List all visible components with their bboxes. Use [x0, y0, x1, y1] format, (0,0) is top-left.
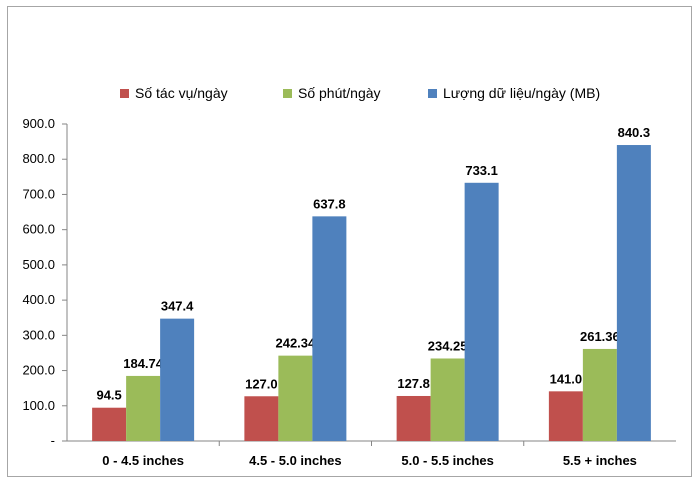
bar	[616, 145, 651, 442]
bars: 94.5 184.74 347.4 127.0 242.34 637.8 127.8 234.…	[92, 125, 651, 442]
bar	[278, 355, 313, 441]
legend-swatch	[120, 89, 129, 98]
bar	[548, 391, 583, 441]
legend-label: Số phút/ngày	[298, 85, 381, 101]
data-label: 94.5	[96, 388, 121, 403]
y-tick-label: 200.0	[22, 363, 55, 378]
y-tick-label: 600.0	[22, 222, 55, 237]
legend-label: Lượng dữ liệu/ngày (MB)	[443, 85, 600, 101]
bar	[464, 182, 499, 441]
legend-swatch	[283, 89, 292, 98]
data-label: 733.1	[465, 163, 498, 178]
data-label: 234.25	[428, 338, 468, 353]
bar	[430, 358, 465, 441]
y-tick-label: 400.0	[22, 292, 55, 307]
data-label: 261.36	[580, 329, 620, 344]
bar	[244, 396, 279, 441]
y-tick-label: 800.0	[22, 151, 55, 166]
x-tick-label: 0 - 4.5 inches	[102, 453, 184, 468]
y-tick-label: -	[51, 433, 55, 448]
x-tick-label: 4.5 - 5.0 inches	[249, 453, 342, 468]
y-tick-label: 900.0	[22, 116, 55, 131]
y-tick-label: 700.0	[22, 186, 55, 201]
bar	[582, 348, 617, 441]
data-label: 840.3	[618, 125, 651, 140]
y-tick-label: 500.0	[22, 257, 55, 272]
bar	[396, 395, 431, 441]
bar	[92, 407, 127, 441]
data-label: 184.74	[123, 356, 164, 371]
data-label: 127.0	[245, 376, 278, 391]
legend: Số tác vụ/ngày Số phút/ngày Lượng dữ liệu/…	[120, 85, 600, 101]
bar	[126, 375, 161, 441]
x-tick-label: 5.5 + inches	[563, 453, 637, 468]
data-label: 242.34	[275, 336, 316, 351]
bar	[160, 318, 195, 441]
bar	[312, 216, 347, 441]
y-tick-label: 300.0	[22, 327, 55, 342]
legend-label: Số tác vụ/ngày	[135, 85, 228, 101]
data-label: 347.4	[161, 299, 194, 314]
axes: - 100.0 200.0 300.0 400.0 500.0 600.0 700.0 800.…	[22, 116, 676, 468]
legend-swatch	[428, 89, 437, 98]
data-label: 637.8	[313, 196, 346, 211]
y-tick-label: 100.0	[22, 398, 55, 413]
data-label: 127.8	[397, 376, 430, 391]
data-label: 141.0	[550, 371, 583, 386]
x-tick-label: 5.0 - 5.5 inches	[401, 453, 494, 468]
